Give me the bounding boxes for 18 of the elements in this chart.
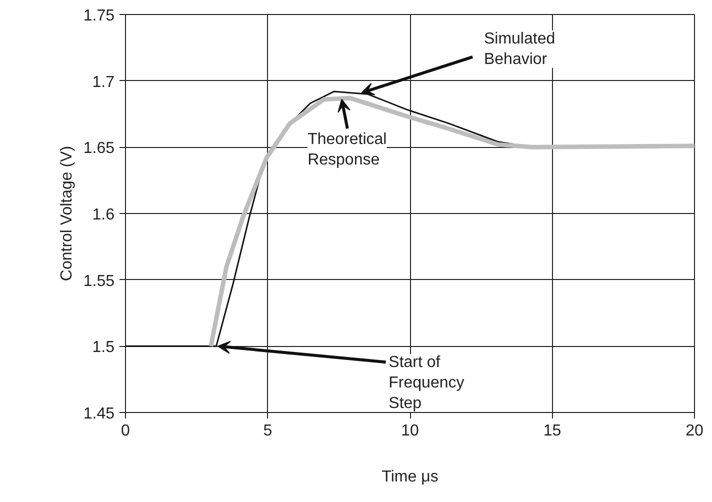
y-tick-label: 1.5 — [92, 339, 115, 356]
y-tick-label: 1.55 — [83, 272, 115, 290]
line-series — [208, 96, 694, 348]
annotation: Theoretical Response — [308, 131, 387, 169]
y-tick-label: 1.45 — [83, 406, 115, 422]
x-tick-label: 20 — [686, 422, 704, 440]
y-tick-label: 1.7 — [92, 74, 115, 91]
x-tick-label: 10 — [401, 422, 419, 440]
x-axis-title: Time μs — [382, 468, 438, 486]
x-tick-label: 5 — [263, 422, 272, 440]
x-tick-label: 0 — [121, 422, 130, 440]
y-tick-label: 1.75 — [83, 8, 115, 24]
y-tick-label: 1.6 — [92, 206, 115, 224]
annotation: Simulated Behavior — [484, 30, 556, 68]
annotation: Start of Frequency Step — [388, 354, 464, 412]
y-axis-title: Control Voltage (V) — [58, 146, 76, 282]
x-tick-label: 15 — [543, 422, 562, 440]
y-tick-label: 1.65 — [83, 140, 115, 158]
